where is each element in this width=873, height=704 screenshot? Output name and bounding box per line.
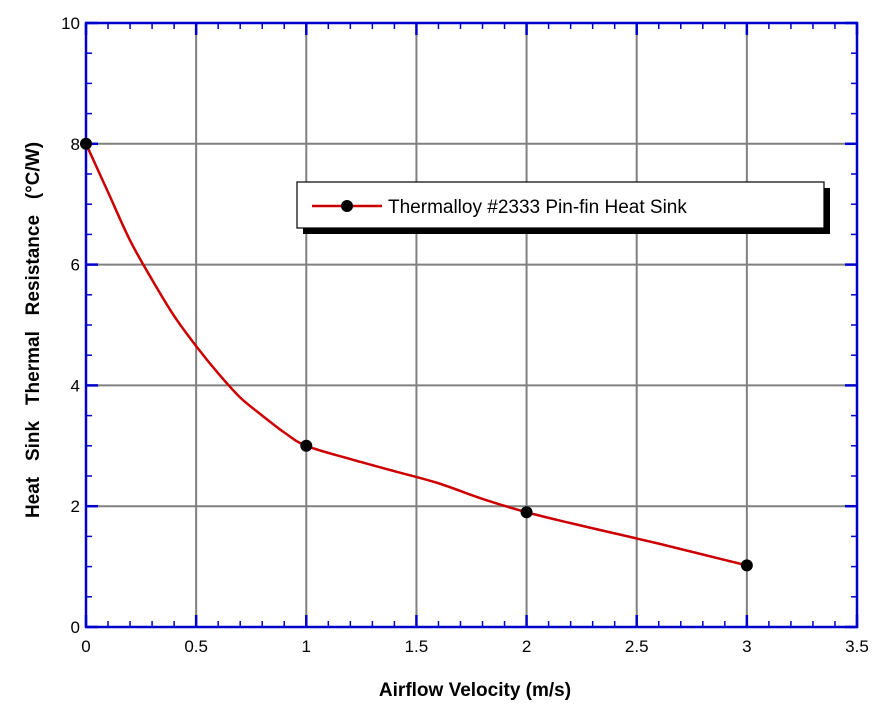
x-tick-label: 2.5 (625, 637, 649, 656)
minor-ticks (84, 21, 859, 629)
legend-box (296, 181, 825, 229)
y-tick-label: 8 (71, 135, 80, 154)
x-tick-label: 0.5 (184, 637, 208, 656)
series-markers (80, 137, 753, 572)
data-point (520, 506, 533, 519)
x-tick-label: 0 (81, 637, 90, 656)
legend-marker-sample (341, 200, 353, 212)
x-tick-labels: 0 0.5 1 1.5 2 2.5 3 3.5 (81, 637, 869, 656)
y-axis-title: Heat Sink Thermal Resistance (°C/W) (23, 142, 44, 518)
y-tick-label: 2 (71, 497, 80, 516)
data-point (300, 439, 313, 452)
legend-label: Thermalloy #2333 Pin-fin Heat Sink (388, 197, 687, 218)
x-tick-label: 1.5 (405, 637, 429, 656)
y-tick-labels: 0 2 4 6 8 10 (61, 14, 80, 637)
grid (86, 23, 857, 627)
data-point (740, 559, 753, 572)
y-tick-label: 4 (71, 376, 80, 395)
x-axis-title: Airflow Velocity (m/s) (379, 680, 571, 701)
x-tick-label: 3 (742, 637, 751, 656)
legend: Thermalloy #2333 Pin-fin Heat Sink (296, 181, 830, 234)
y-tick-label: 0 (71, 618, 80, 637)
y-tick-label: 10 (61, 14, 80, 33)
x-tick-label: 1 (302, 637, 311, 656)
data-point (80, 137, 92, 150)
x-tick-label: 2 (522, 637, 531, 656)
x-tick-label: 3.5 (845, 637, 869, 656)
plot-frame (84, 21, 859, 629)
y-tick-label: 6 (71, 256, 80, 275)
